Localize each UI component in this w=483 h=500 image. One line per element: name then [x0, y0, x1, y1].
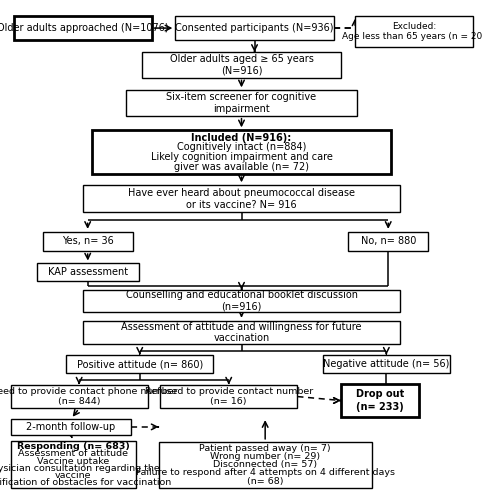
FancyBboxPatch shape — [175, 16, 334, 40]
FancyBboxPatch shape — [43, 232, 133, 251]
Text: Consented participants (N=936): Consented participants (N=936) — [175, 23, 334, 33]
Text: Refused to provide contact number
(n= 16): Refused to provide contact number (n= 16… — [144, 387, 313, 406]
Text: Older adults aged ≥ 65 years
(N=916): Older adults aged ≥ 65 years (N=916) — [170, 54, 313, 76]
FancyBboxPatch shape — [159, 442, 372, 488]
FancyBboxPatch shape — [11, 441, 136, 488]
Text: Yes, n= 36: Yes, n= 36 — [62, 236, 114, 246]
Text: vaccine: vaccine — [55, 471, 91, 480]
FancyBboxPatch shape — [323, 355, 450, 374]
Text: Counselling and educational booklet discussion
(n=916): Counselling and educational booklet disc… — [126, 290, 357, 312]
Text: (n= 68): (n= 68) — [247, 477, 284, 486]
FancyBboxPatch shape — [83, 290, 400, 312]
FancyBboxPatch shape — [341, 384, 419, 417]
Text: 2-month follow-up: 2-month follow-up — [26, 422, 115, 432]
Text: Included (N=916):: Included (N=916): — [191, 132, 292, 142]
Text: Assessment of attitude: Assessment of attitude — [18, 449, 128, 458]
Text: Positive attitude (n= 860): Positive attitude (n= 860) — [77, 359, 203, 369]
FancyBboxPatch shape — [142, 52, 341, 78]
Text: Patient passed away (n= 7): Patient passed away (n= 7) — [199, 444, 331, 452]
Text: (n= 233): (n= 233) — [356, 402, 404, 412]
FancyBboxPatch shape — [160, 384, 298, 408]
Text: Assessment of attitude and willingness for future
vaccination: Assessment of attitude and willingness f… — [121, 322, 362, 343]
Text: Likely cognition impairment and care: Likely cognition impairment and care — [151, 152, 332, 162]
Text: Cognitively intact (n=884): Cognitively intact (n=884) — [177, 142, 306, 152]
Text: Wrong number (n= 29): Wrong number (n= 29) — [210, 452, 320, 461]
Text: Vaccine uptake: Vaccine uptake — [37, 456, 109, 466]
Text: Older adults approached (N=1076): Older adults approached (N=1076) — [0, 23, 169, 33]
FancyBboxPatch shape — [126, 90, 357, 116]
Text: Physician consultation regarding the: Physician consultation regarding the — [0, 464, 160, 473]
FancyBboxPatch shape — [92, 130, 391, 174]
FancyBboxPatch shape — [37, 264, 139, 281]
FancyBboxPatch shape — [11, 419, 131, 435]
Text: Six-item screener for cognitive
impairment: Six-item screener for cognitive impairme… — [167, 92, 316, 114]
Text: Failure to respond after 4 attempts on 4 different days: Failure to respond after 4 attempts on 4… — [136, 468, 395, 477]
FancyBboxPatch shape — [83, 185, 400, 212]
Text: Have ever heard about pneumococcal disease
or its vaccine? N= 916: Have ever heard about pneumococcal disea… — [128, 188, 355, 210]
Text: giver was available (n= 72): giver was available (n= 72) — [174, 162, 309, 172]
FancyBboxPatch shape — [83, 320, 400, 344]
FancyBboxPatch shape — [14, 16, 152, 40]
FancyBboxPatch shape — [11, 384, 148, 408]
FancyBboxPatch shape — [355, 16, 473, 46]
Text: Drop out: Drop out — [356, 389, 404, 399]
FancyBboxPatch shape — [348, 232, 428, 251]
Text: KAP assessment: KAP assessment — [48, 267, 128, 277]
Text: No, n= 880: No, n= 880 — [360, 236, 416, 246]
Text: Agreed to provide contact phone number
(n= 844): Agreed to provide contact phone number (… — [0, 387, 177, 406]
Text: Responding (n= 683): Responding (n= 683) — [17, 442, 129, 451]
Text: Excluded:
Age less than 65 years (n = 20): Excluded: Age less than 65 years (n = 20… — [342, 22, 483, 41]
Text: Identification of obstacles for vaccination: Identification of obstacles for vaccinat… — [0, 478, 171, 488]
Text: Negative attitude (n= 56): Negative attitude (n= 56) — [323, 359, 450, 369]
FancyBboxPatch shape — [66, 355, 213, 374]
Text: Disconnected (n= 57): Disconnected (n= 57) — [213, 460, 317, 469]
